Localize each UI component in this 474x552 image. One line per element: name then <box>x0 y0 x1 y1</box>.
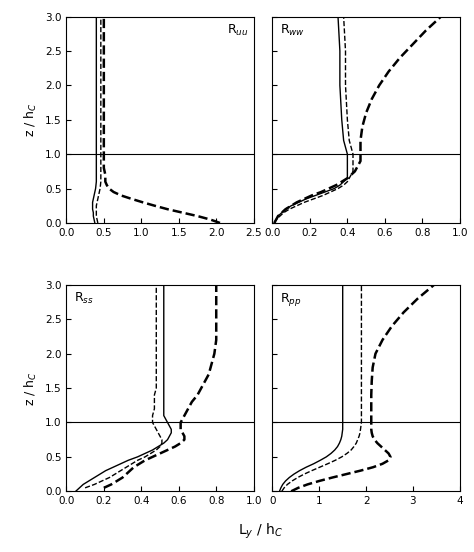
Y-axis label: z / h$_C$: z / h$_C$ <box>23 102 39 137</box>
Text: L$_y$ / h$_C$: L$_y$ / h$_C$ <box>238 522 283 541</box>
Text: R$_{ww}$: R$_{ww}$ <box>280 23 305 38</box>
Y-axis label: z / h$_C$: z / h$_C$ <box>23 370 39 406</box>
Text: R$_{ss}$: R$_{ss}$ <box>74 291 93 306</box>
Text: R$_{pp}$: R$_{pp}$ <box>280 291 301 308</box>
Text: R$_{uu}$: R$_{uu}$ <box>227 23 248 38</box>
